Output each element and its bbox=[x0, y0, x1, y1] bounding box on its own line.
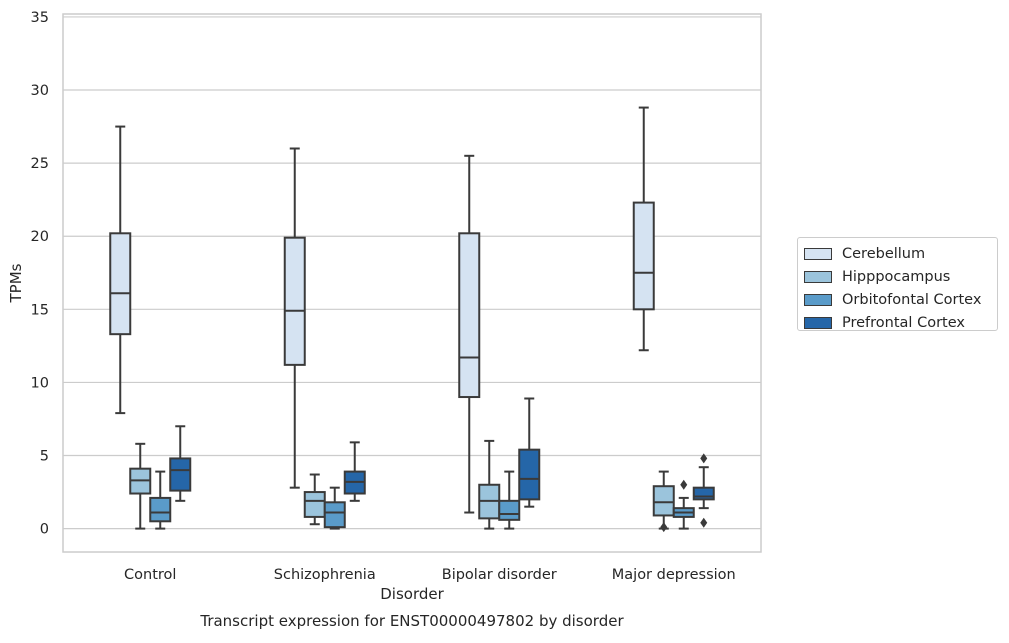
box-1-0 bbox=[129, 442, 152, 530]
outlier-point bbox=[700, 453, 708, 464]
box-1-1 bbox=[303, 473, 326, 526]
box-iqr bbox=[323, 501, 346, 529]
legend-label-orbitofrontal: Orbitofontal Cortex bbox=[842, 291, 982, 308]
legend-label-hippocampus: Hipppocampus bbox=[842, 268, 951, 285]
box-0-1 bbox=[283, 147, 306, 489]
box-0-2 bbox=[458, 154, 481, 514]
legend-item-hippocampus: Hipppocampus bbox=[804, 265, 997, 288]
box-3-2 bbox=[518, 397, 541, 508]
x-tick-label: Schizophrenia bbox=[274, 567, 376, 583]
x-tick-labels: Control Schizophrenia Bipolar disorder Majo… bbox=[124, 567, 736, 583]
y-tick-label: 20 bbox=[31, 229, 49, 245]
y-tick-label: 30 bbox=[31, 83, 49, 99]
y-tick-label: 15 bbox=[31, 302, 49, 318]
chart-title: Transcript expression for ENST0000049780… bbox=[199, 612, 624, 630]
legend-swatch-prefrontal bbox=[804, 316, 832, 329]
legend-item-orbitofrontal: Orbitofontal Cortex bbox=[804, 288, 997, 311]
y-tick-label: 35 bbox=[31, 10, 49, 26]
box-iqr bbox=[109, 232, 132, 336]
box-iqr bbox=[498, 499, 521, 521]
box-0-3 bbox=[632, 106, 655, 352]
box-3-3 bbox=[692, 453, 715, 528]
legend-label-cerebellum: Cerebellum bbox=[842, 245, 926, 262]
legend-label-prefrontal: Prefrontal Cortex bbox=[842, 314, 965, 331]
box-iqr bbox=[518, 448, 541, 501]
box-2-2 bbox=[498, 470, 521, 530]
box-2-1 bbox=[323, 486, 346, 530]
box-iqr bbox=[149, 496, 172, 523]
box-iqr bbox=[692, 486, 715, 501]
legend-swatch-cerebellum bbox=[804, 247, 832, 260]
box-1-3 bbox=[652, 470, 675, 533]
x-axis-label: Disorder bbox=[380, 585, 444, 603]
legend-swatch-hippocampus bbox=[804, 270, 832, 283]
outlier-point bbox=[660, 522, 668, 533]
plot-frame bbox=[62, 13, 762, 553]
y-axis-label: TPMs bbox=[7, 263, 25, 303]
box-iqr bbox=[458, 232, 481, 399]
legend-swatch-orbitofrontal bbox=[804, 293, 832, 306]
box-2-3 bbox=[672, 479, 695, 530]
legend-item-cerebellum: Cerebellum bbox=[804, 242, 997, 265]
outlier-point bbox=[680, 479, 688, 490]
box-2-0 bbox=[149, 470, 172, 530]
y-tick-labels: 0 5 10 15 20 25 30 35 bbox=[31, 10, 49, 538]
box-0-0 bbox=[109, 125, 132, 415]
y-tick-label: 0 bbox=[40, 522, 49, 538]
box-1-2 bbox=[478, 439, 501, 530]
box-layer bbox=[109, 106, 715, 533]
x-tick-label: Major depression bbox=[612, 567, 736, 583]
y-tick-label: 10 bbox=[31, 375, 49, 391]
outlier-point bbox=[700, 517, 708, 528]
box-3-0 bbox=[169, 425, 192, 502]
box-iqr bbox=[169, 457, 192, 492]
box-iqr bbox=[652, 485, 675, 517]
x-tick-label: Bipolar disorder bbox=[442, 567, 557, 583]
x-tick-label: Control bbox=[124, 567, 176, 583]
box-iqr bbox=[283, 236, 306, 366]
grid-layer bbox=[63, 16, 761, 530]
y-tick-label: 5 bbox=[40, 449, 49, 465]
legend: Cerebellum Hipppocampus Orbitofontal Cor… bbox=[797, 237, 998, 331]
box-iqr bbox=[303, 491, 326, 518]
y-tick-label: 25 bbox=[31, 156, 49, 172]
box-iqr bbox=[632, 201, 655, 311]
box-3-1 bbox=[343, 441, 366, 502]
legend-item-prefrontal: Prefrontal Cortex bbox=[804, 311, 997, 334]
